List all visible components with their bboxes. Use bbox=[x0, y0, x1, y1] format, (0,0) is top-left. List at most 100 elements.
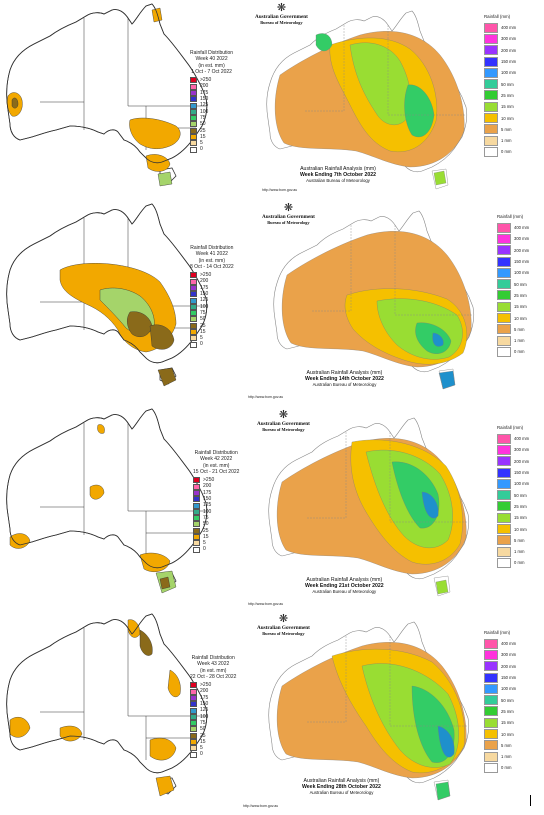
legend-swatch bbox=[190, 322, 197, 329]
legend-swatch bbox=[190, 108, 197, 115]
legend-swatch bbox=[497, 557, 511, 568]
legend-label: 300 mm bbox=[501, 652, 517, 658]
rainfall-legend-row: 100 mm bbox=[497, 478, 529, 489]
rainfall-contour bbox=[421, 491, 439, 519]
legend-swatch bbox=[484, 672, 498, 683]
legend-swatch bbox=[497, 456, 511, 467]
legend-swatch bbox=[484, 661, 498, 672]
rainfall-legend-row: 150 mm bbox=[497, 256, 529, 267]
legend-label: 15 bbox=[200, 133, 206, 140]
legend-swatch bbox=[190, 341, 197, 348]
distribution-legend-row: >250 bbox=[193, 477, 239, 484]
distribution-legend-row: 200 bbox=[190, 688, 236, 695]
rainfall-legend: Rainfall (mm) 400 mm 300 mm 200 mm 150 mm 10… bbox=[497, 214, 529, 358]
week-ending-label: Week Ending 28th October 2022 bbox=[302, 784, 381, 790]
distribution-legend-row: 200 bbox=[190, 278, 234, 285]
rainfall-legend-row: 50 mm bbox=[484, 78, 516, 90]
australia-outline bbox=[6, 408, 208, 569]
legend-label: 400 mm bbox=[514, 436, 530, 442]
legend-label: 25 bbox=[203, 527, 209, 534]
rainfall-legend-row: 0 mm bbox=[497, 557, 529, 568]
legend-label: 300 mm bbox=[514, 447, 530, 453]
rainfall-legend-row: 10 mm bbox=[497, 523, 529, 535]
legend-swatch bbox=[193, 489, 200, 496]
rainfall-legend: Rainfall (mm) 400 mm 300 mm 200 mm 150 mm 10… bbox=[497, 425, 529, 569]
legend-swatch bbox=[190, 77, 197, 84]
legend-swatch bbox=[190, 96, 197, 103]
rainfall-legend-row: 0 mm bbox=[484, 146, 516, 157]
legend-swatch bbox=[484, 101, 498, 112]
distribution-legend-row: 25 bbox=[190, 323, 234, 329]
legend-swatch bbox=[484, 740, 498, 751]
legend-swatch bbox=[484, 638, 498, 649]
legend-label: 15 mm bbox=[514, 515, 527, 521]
bom-url: http://www.bom.gov.au bbox=[262, 188, 298, 192]
legend-label: 0 bbox=[200, 751, 203, 758]
bureau-name: Bureau of Meteorology bbox=[267, 220, 310, 225]
legend-label: 1 mm bbox=[501, 754, 512, 760]
legend-swatch bbox=[190, 701, 197, 708]
legend-swatch bbox=[190, 720, 197, 727]
distribution-legend-title: Rainfall Distribution bbox=[191, 655, 235, 661]
rainfall-legend-row: 5 mm bbox=[497, 535, 529, 546]
distribution-legend-row: 100 bbox=[190, 109, 233, 115]
weekly-rainfall-panel: Rainfall Distribution Week 40 2022 (in e… bbox=[0, 0, 544, 205]
legend-label: 10 mm bbox=[501, 731, 514, 737]
distribution-legend-row: >250 bbox=[190, 272, 234, 279]
legend-swatch bbox=[190, 83, 197, 90]
legend-label: 200 bbox=[200, 83, 209, 90]
state-borders bbox=[304, 25, 466, 116]
legend-label: 150 bbox=[200, 291, 209, 298]
legend-swatch bbox=[190, 726, 197, 733]
legend-label: 150 bbox=[200, 701, 209, 708]
legend-label: 10 mm bbox=[514, 315, 527, 321]
distribution-legend-row: 50 bbox=[193, 521, 239, 528]
distribution-legend-row: 25 bbox=[190, 733, 236, 739]
legend-swatch bbox=[190, 121, 197, 128]
analysis-source: Australian Bureau of Meteorology bbox=[309, 790, 374, 795]
coat-of-arms-icon: ❋ bbox=[283, 202, 294, 214]
legend-swatch bbox=[497, 478, 511, 489]
distribution-legend-row: 75 bbox=[193, 515, 239, 522]
legend-swatch bbox=[484, 729, 498, 740]
analysis-title: Australian Rainfall Analysis (mm) bbox=[306, 577, 383, 583]
legend-swatch bbox=[484, 762, 498, 773]
legend-swatch bbox=[484, 751, 498, 762]
legend-label: 25 mm bbox=[514, 292, 527, 298]
legend-swatch bbox=[497, 346, 511, 357]
legend-swatch bbox=[193, 515, 200, 522]
tasmania-outline bbox=[433, 779, 451, 801]
rainfall-legend-row: 0 mm bbox=[497, 346, 529, 357]
rainfall-analysis-map bbox=[268, 621, 470, 801]
legend-label: 0 bbox=[200, 146, 203, 153]
legend-swatch bbox=[190, 751, 197, 758]
legend-swatch bbox=[190, 682, 197, 689]
state-borders bbox=[306, 432, 468, 523]
legend-swatch bbox=[497, 324, 511, 335]
legend-label: 15 mm bbox=[501, 720, 514, 726]
legend-swatch bbox=[497, 279, 511, 290]
distribution-legend-row: 100 bbox=[190, 714, 236, 720]
legend-label: 5 bbox=[203, 540, 206, 547]
legend-label: 200 mm bbox=[501, 663, 517, 669]
legend-swatch bbox=[193, 527, 200, 534]
legend-swatch bbox=[484, 649, 498, 660]
distribution-legend-row: >250 bbox=[190, 682, 236, 689]
analysis-caption: Australian Rainfall Analysis (mm) Week E… bbox=[305, 577, 384, 594]
legend-label: 5 mm bbox=[501, 126, 512, 132]
legend-swatch bbox=[190, 89, 197, 96]
legend-swatch bbox=[190, 745, 197, 752]
rainfall-legend-row: 100 mm bbox=[484, 67, 516, 78]
legend-label: 125 bbox=[200, 707, 209, 714]
legend-swatch bbox=[497, 233, 511, 244]
state-borders bbox=[306, 636, 468, 727]
distribution-legend-row: 175 bbox=[190, 285, 234, 291]
legend-label: 200 bbox=[200, 688, 209, 695]
legend-swatch bbox=[497, 444, 511, 455]
legend-label: 25 mm bbox=[514, 503, 527, 509]
analysis-source: Australian Bureau of Meteorology bbox=[306, 178, 370, 183]
legend-swatch bbox=[497, 512, 511, 523]
distribution-legend: Rainfall Distribution Week 40 2022 (in e… bbox=[190, 50, 233, 153]
rainfall-area bbox=[155, 775, 175, 797]
legend-label: 50 mm bbox=[501, 81, 514, 87]
